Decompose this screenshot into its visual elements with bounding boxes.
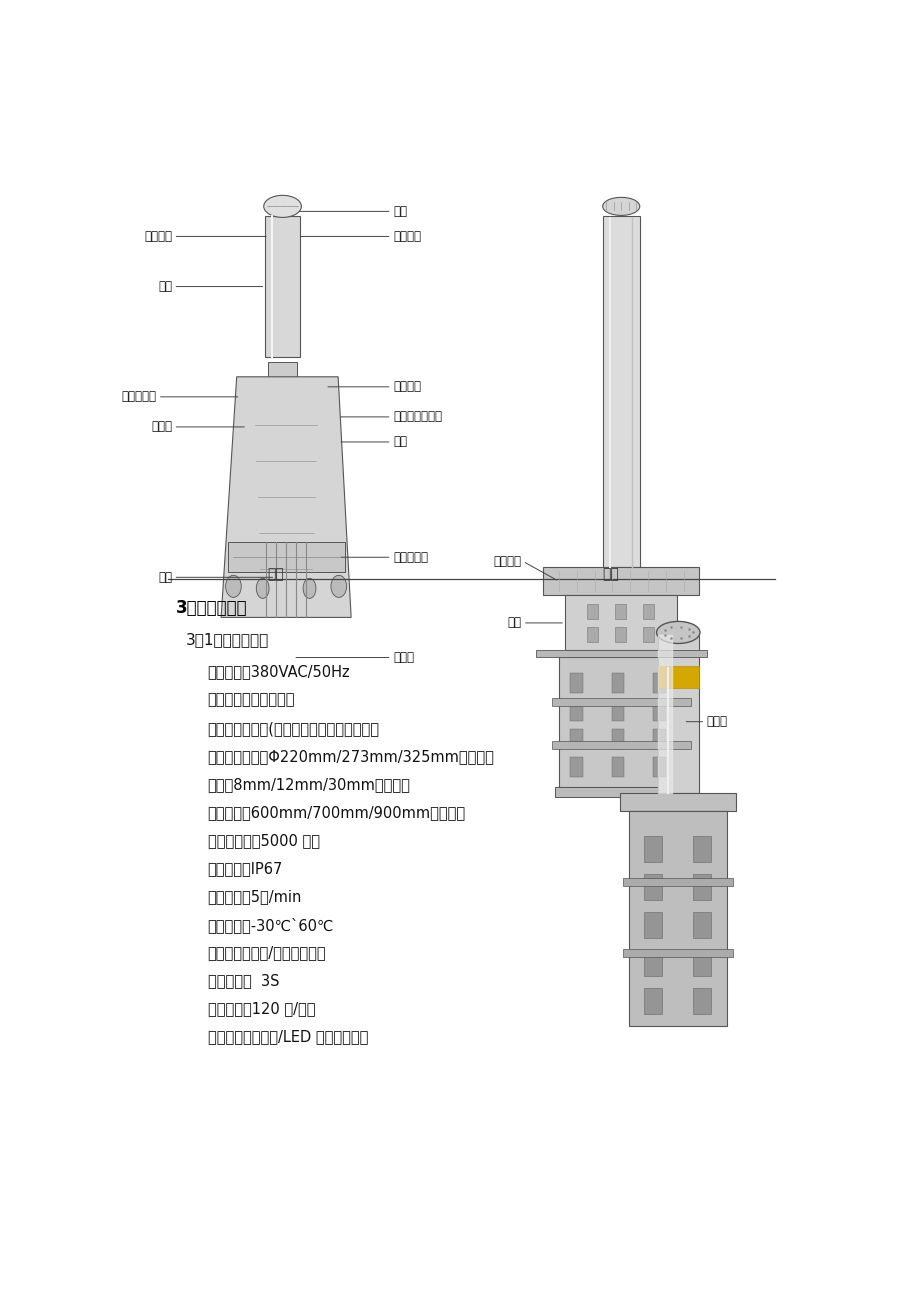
Text: 柱体下法兰: 柱体下法兰 — [392, 551, 427, 564]
Text: 运行速度：  3S: 运行速度： 3S — [208, 974, 278, 988]
Bar — [692, 988, 710, 1014]
Text: 油缸: 油缸 — [158, 570, 172, 583]
Text: 外壳上盖: 外壳上盖 — [493, 555, 521, 568]
Bar — [643, 950, 662, 976]
Text: 图一: 图一 — [267, 568, 283, 581]
Text: 导向杆: 导向杆 — [392, 651, 414, 664]
Bar — [692, 836, 710, 862]
Text: 防水等级：IP67: 防水等级：IP67 — [208, 861, 283, 876]
Bar — [570, 756, 583, 777]
Bar — [559, 656, 683, 786]
Ellipse shape — [602, 198, 639, 215]
Ellipse shape — [302, 578, 315, 599]
Bar — [619, 793, 735, 811]
Bar — [643, 836, 662, 862]
Bar — [266, 216, 300, 357]
Text: 排水要求：5升/min: 排水要求：5升/min — [208, 889, 301, 904]
Text: 壳体: 壳体 — [507, 616, 521, 629]
Text: 升降柱类别：自动升降: 升降柱类别：自动升降 — [208, 693, 295, 707]
Text: 操作频率：120 次/小时: 操作频率：120 次/小时 — [208, 1001, 315, 1017]
Bar — [657, 635, 698, 793]
Text: 外接出油口: 外接出油口 — [121, 391, 156, 404]
Ellipse shape — [656, 621, 699, 643]
Text: 垫块: 垫块 — [392, 204, 406, 217]
Text: 铜套: 铜套 — [392, 435, 406, 448]
Bar — [267, 362, 297, 376]
Text: 紫铜管: 紫铜管 — [151, 421, 172, 434]
Bar — [643, 988, 662, 1014]
Bar — [611, 756, 624, 777]
Text: 灯环: 灯环 — [158, 280, 172, 293]
Text: 规格：柱体外径Φ220mm/273mm/325mm（可选）: 规格：柱体外径Φ220mm/273mm/325mm（可选） — [208, 749, 494, 764]
Bar — [551, 741, 690, 749]
Bar — [570, 729, 583, 749]
Bar — [692, 913, 710, 939]
Bar — [652, 729, 664, 749]
Ellipse shape — [225, 575, 241, 598]
Bar — [614, 604, 626, 620]
Text: 柱体面板: 柱体面板 — [144, 230, 172, 243]
Text: 壁厚：8mm/12mm/30mm（可选）: 壁厚：8mm/12mm/30mm（可选） — [208, 777, 410, 792]
Bar — [564, 595, 676, 651]
Bar — [602, 216, 639, 568]
Bar — [643, 874, 662, 900]
Bar — [642, 628, 653, 642]
Polygon shape — [221, 376, 351, 617]
Bar — [543, 568, 698, 595]
Text: 环境温度：-30℃`60℃: 环境温度：-30℃`60℃ — [208, 917, 334, 934]
Bar — [614, 628, 626, 642]
Text: 3、产品的构成: 3、产品的构成 — [176, 599, 247, 617]
Bar — [643, 913, 662, 939]
Bar — [629, 811, 727, 1026]
Bar — [652, 673, 664, 693]
Text: 图二: 图二 — [602, 568, 618, 581]
Text: 控制模式：按钮/遥控（可选）: 控制模式：按钮/遥控（可选） — [208, 945, 326, 961]
Bar — [692, 950, 710, 976]
Text: 抗碰撞阻力：5000 焦耳: 抗碰撞阻力：5000 焦耳 — [208, 833, 319, 848]
Bar — [657, 665, 698, 687]
Bar — [611, 673, 624, 693]
Bar — [642, 604, 653, 620]
Text: 操作方式：液压(一拖一、二、三、四可选）: 操作方式：液压(一拖一、二、三、四可选） — [208, 721, 380, 736]
Ellipse shape — [331, 575, 346, 598]
Text: 柱体上板: 柱体上板 — [392, 230, 421, 243]
Bar — [555, 786, 686, 797]
Bar — [652, 700, 664, 721]
Bar — [227, 542, 345, 573]
Text: 地基箱: 地基箱 — [706, 715, 727, 728]
Bar — [623, 949, 732, 957]
Text: 安全警示：反光带/LED 警示灯闪光环: 安全警示：反光带/LED 警示灯闪光环 — [208, 1030, 368, 1044]
Bar — [535, 651, 706, 656]
Bar — [611, 700, 624, 721]
Text: 外壳上盖: 外壳上盖 — [392, 380, 421, 393]
Bar — [570, 700, 583, 721]
Bar — [652, 756, 664, 777]
Bar — [611, 729, 624, 749]
Bar — [623, 878, 732, 887]
Text: 工作行程：600mm/700mm/900mm（可选）: 工作行程：600mm/700mm/900mm（可选） — [208, 805, 465, 820]
Text: 3．1地柱主要参数: 3．1地柱主要参数 — [186, 633, 269, 647]
Text: 输入电压：380VAC/50Hz: 输入电压：380VAC/50Hz — [208, 664, 350, 680]
Ellipse shape — [256, 578, 269, 599]
Bar — [586, 628, 597, 642]
Bar — [586, 604, 597, 620]
Ellipse shape — [264, 195, 301, 217]
Bar — [551, 698, 690, 706]
Bar — [570, 673, 583, 693]
Text: 导向杆上固定板: 导向杆上固定板 — [392, 410, 442, 423]
Bar — [692, 874, 710, 900]
